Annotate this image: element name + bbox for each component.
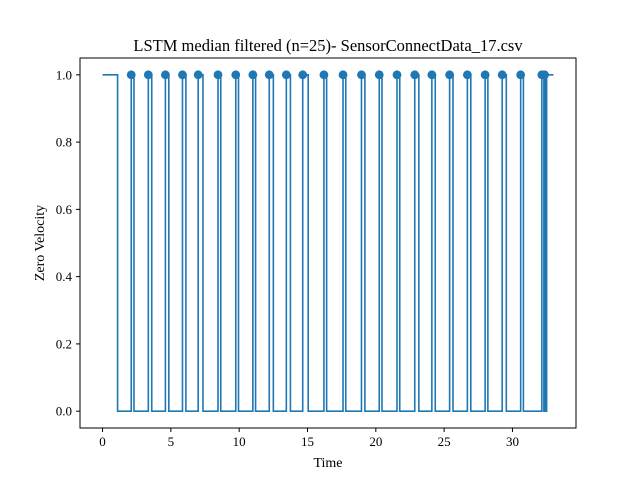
plot-area: [102, 70, 554, 412]
data-point-marker: [213, 70, 223, 80]
data-point-marker: [480, 70, 490, 80]
data-point-marker: [497, 70, 507, 80]
y-tick-label: 0.8: [56, 135, 72, 150]
x-tick-label: 10: [233, 434, 246, 449]
data-point-marker: [462, 70, 472, 80]
data-point-marker: [338, 70, 348, 80]
data-point-marker: [193, 70, 203, 80]
data-point-marker: [143, 70, 153, 80]
y-axis-label: Zero Velocity: [33, 205, 48, 281]
data-point-marker: [357, 70, 366, 80]
data-point-marker: [178, 70, 187, 80]
data-point-marker: [392, 70, 402, 80]
y-tick-label: 0.6: [56, 202, 73, 217]
data-point-marker: [540, 70, 549, 80]
y-tick-label: 1.0: [56, 67, 72, 82]
y-tick-label: 0.2: [56, 336, 72, 351]
y-tick-label: 0.0: [56, 404, 72, 419]
x-axis-label: Time: [313, 456, 342, 471]
data-point-marker: [445, 70, 455, 80]
data-point-marker: [516, 70, 526, 80]
axes-frame: [79, 57, 577, 429]
x-tick-label: 25: [438, 434, 451, 449]
data-point-marker: [264, 70, 274, 80]
x-tick-label: 15: [301, 434, 314, 449]
data-point-marker: [427, 70, 437, 80]
data-point-marker: [319, 70, 329, 80]
x-tick-label: 30: [506, 434, 519, 449]
data-point-marker: [161, 70, 170, 80]
chart-title: LSTM median filtered (n=25)- SensorConne…: [133, 36, 523, 55]
data-point-marker: [410, 70, 420, 80]
data-point-marker: [248, 70, 258, 80]
data-point-marker: [298, 70, 308, 80]
y-tick-label: 0.4: [56, 269, 73, 284]
x-tick-label: 20: [369, 434, 382, 449]
data-point-marker: [231, 70, 241, 80]
x-axis: 0 5 10 15 20 25 30: [99, 428, 519, 449]
data-point-marker: [126, 70, 136, 80]
x-tick-label: 5: [168, 434, 175, 449]
data-point-marker: [281, 70, 291, 80]
y-axis: 0.0 0.2 0.4 0.6 0.8 1.0: [56, 67, 80, 419]
data-point-marker: [374, 70, 384, 80]
x-tick-label: 0: [99, 434, 106, 449]
